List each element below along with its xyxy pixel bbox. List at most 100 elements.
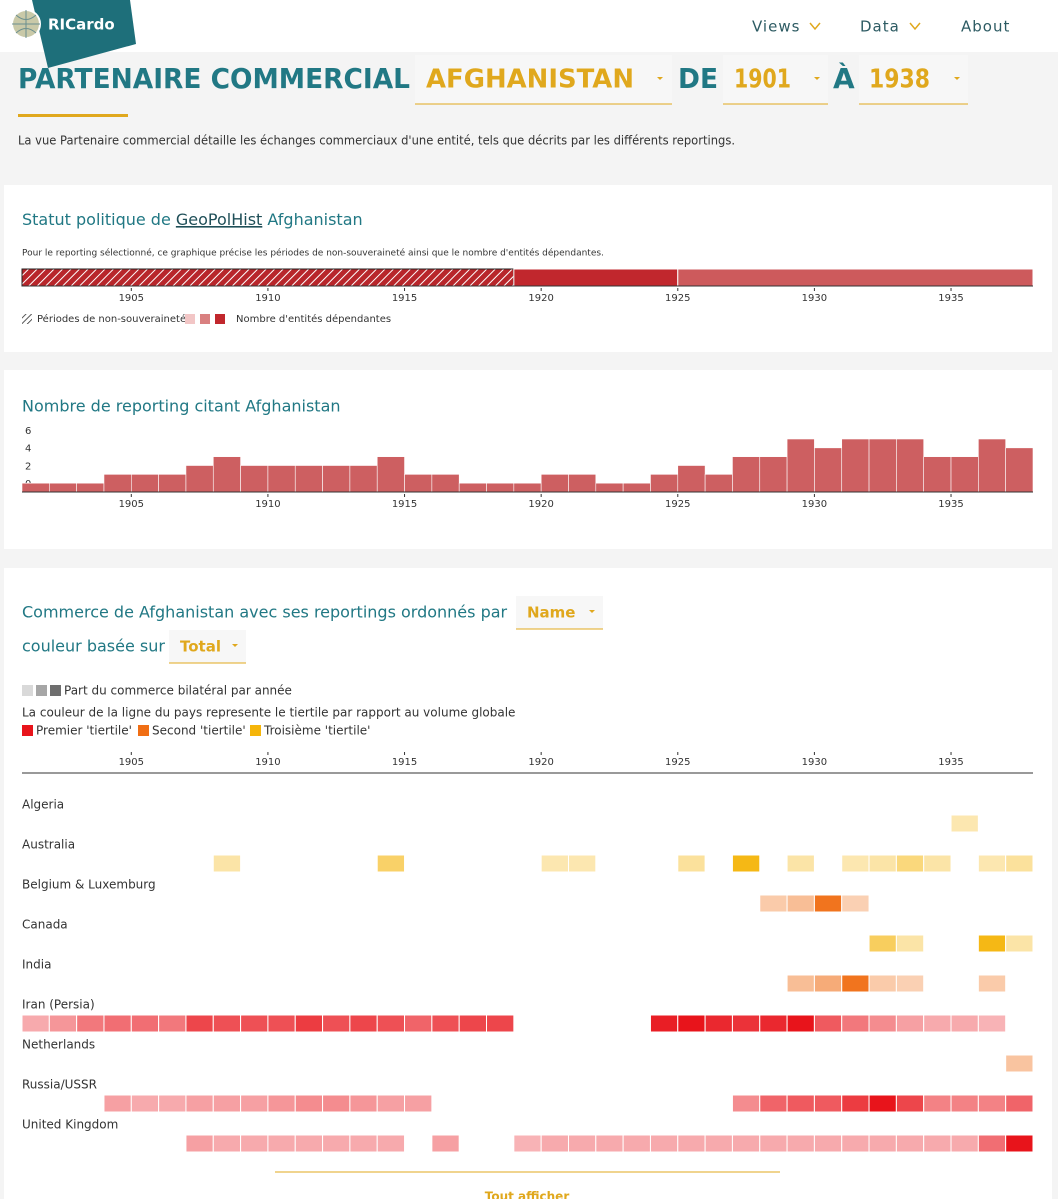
bar <box>896 438 925 493</box>
heat-cell <box>868 854 897 873</box>
heat-cell <box>240 1094 269 1113</box>
heat-cell <box>704 1134 733 1153</box>
heat-cell <box>349 1014 378 1033</box>
select-box[interactable] <box>516 596 603 629</box>
bar <box>923 456 952 493</box>
heat-cell <box>759 1094 788 1113</box>
x-tick-label: 1910 <box>255 757 280 768</box>
heat-cell <box>103 1094 132 1113</box>
heat-cell <box>950 814 979 833</box>
heat-cell <box>76 1014 105 1033</box>
nav-item[interactable]: About <box>961 18 1010 36</box>
heat-cell <box>977 974 1007 993</box>
bar <box>322 465 351 493</box>
bar <box>814 447 843 493</box>
x-tick-label: 1935 <box>938 499 963 510</box>
heat-cell <box>294 1014 324 1033</box>
heat-cell <box>21 1014 50 1033</box>
bar <box>349 465 378 493</box>
heat-cell <box>294 1134 324 1153</box>
heat-cell <box>240 1014 269 1033</box>
bar <box>513 482 542 493</box>
nav-item[interactable]: Data <box>860 18 900 36</box>
heat-cell <box>813 1094 843 1113</box>
nav-item[interactable]: Views <box>752 18 800 36</box>
brand[interactable]: RICardo <box>48 16 115 34</box>
heat-cell <box>950 1094 979 1113</box>
x-tick-label: 1930 <box>802 499 827 510</box>
row-label: India <box>22 958 51 972</box>
heat-cell <box>868 1094 897 1113</box>
select-box[interactable] <box>723 55 828 104</box>
show-all-button[interactable]: Tout afficher <box>485 1190 570 1199</box>
legend-label: Périodes de non-souveraineté <box>37 313 186 325</box>
select-caret <box>814 77 820 80</box>
heat-cell <box>813 1134 843 1153</box>
trade-title: Commerce de Afghanistan avec ses reporti… <box>22 603 508 622</box>
geopolhist-link[interactable]: GeoPolHist <box>176 210 262 229</box>
bar <box>185 465 214 493</box>
tertile-label: Troisième 'tiertile' <box>263 724 370 738</box>
select-box[interactable] <box>859 55 968 104</box>
x-tick-label: 1925 <box>665 293 690 304</box>
order-select[interactable]: Name <box>527 604 575 622</box>
heat-cell <box>431 1134 460 1153</box>
heat-cell <box>158 1014 187 1033</box>
heat-cell <box>185 1014 214 1033</box>
bar <box>704 474 733 493</box>
heat-cell <box>212 1134 242 1153</box>
heat-cell <box>649 1134 679 1153</box>
heat-cell <box>567 1134 597 1153</box>
heat-cell <box>895 1134 925 1153</box>
heat-cell <box>376 1094 406 1113</box>
heat-cell <box>759 894 788 913</box>
heat-cell <box>540 1134 569 1153</box>
tertile-swatch <box>138 725 149 736</box>
tertile-label: Premier 'tiertile' <box>36 724 132 738</box>
to-select[interactable]: 1938 <box>869 65 930 95</box>
select-caret <box>657 77 663 80</box>
color-label: couleur basée sur <box>22 637 165 656</box>
heat-cell <box>868 1134 897 1153</box>
status-period <box>513 268 679 287</box>
bar <box>1005 447 1034 493</box>
x-tick-label: 1905 <box>119 293 144 304</box>
navbar <box>0 0 1058 52</box>
x-tick-label: 1915 <box>392 293 417 304</box>
heat-cell <box>458 1014 488 1033</box>
heat-cell <box>950 1134 979 1153</box>
heat-cell <box>1005 1134 1034 1153</box>
heat-cell <box>813 1014 843 1033</box>
heat-cell <box>895 974 925 993</box>
select-caret <box>232 644 238 647</box>
bar <box>540 474 569 493</box>
heat-cell <box>868 974 897 993</box>
select-box[interactable] <box>415 55 672 104</box>
nav-chevron <box>809 22 821 31</box>
bar <box>841 438 870 493</box>
color-select[interactable]: Total <box>180 638 221 656</box>
heat-cell <box>376 854 406 873</box>
from-select[interactable]: 1901 <box>734 65 791 95</box>
heat-cell <box>895 934 925 953</box>
heat-cell <box>240 1134 269 1153</box>
bar <box>49 482 77 493</box>
heat-cell <box>1005 1094 1034 1113</box>
bar <box>458 482 487 493</box>
select-box[interactable] <box>169 630 246 663</box>
heat-cell <box>841 1094 870 1113</box>
heat-cell <box>786 854 815 873</box>
heat-cell <box>513 1134 542 1153</box>
heat-cell <box>731 1094 761 1113</box>
row-label: United Kingdom <box>22 1118 118 1132</box>
heat-cell <box>841 1014 870 1033</box>
entity-select[interactable]: AFGHANISTAN <box>426 65 634 95</box>
x-tick-label: 1915 <box>392 757 417 768</box>
legend-swatch <box>185 314 195 324</box>
share-swatch <box>36 685 47 696</box>
heat-cell <box>977 854 1007 873</box>
bar <box>622 482 651 493</box>
heat-cell <box>1005 934 1034 953</box>
heat-cell <box>786 1134 815 1153</box>
heat-cell <box>267 1014 296 1033</box>
